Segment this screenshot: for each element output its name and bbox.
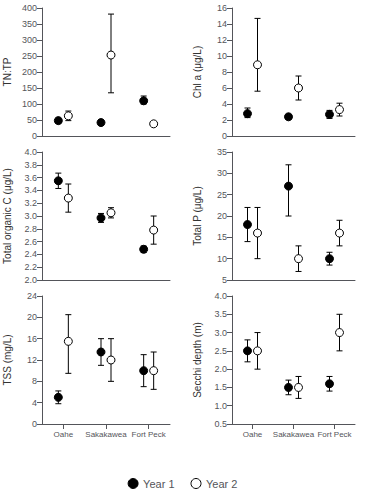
svg-text:2.2: 2.2 bbox=[24, 262, 37, 272]
svg-text:24: 24 bbox=[27, 291, 37, 301]
svg-text:16: 16 bbox=[217, 3, 227, 13]
svg-text:4.0: 4.0 bbox=[214, 291, 227, 301]
svg-text:1.5: 1.5 bbox=[214, 382, 227, 392]
svg-text:300: 300 bbox=[22, 35, 37, 45]
svg-text:Oahe: Oahe bbox=[54, 430, 74, 439]
svg-text:35: 35 bbox=[217, 147, 227, 157]
svg-text:Total P (μg/L): Total P (μg/L) bbox=[192, 186, 203, 246]
svg-text:TN:TP: TN:TP bbox=[2, 57, 13, 86]
svg-text:200: 200 bbox=[22, 67, 37, 77]
svg-text:3.0: 3.0 bbox=[24, 211, 37, 221]
svg-text:Year 1: Year 1 bbox=[143, 478, 174, 490]
svg-text:16: 16 bbox=[27, 334, 37, 344]
svg-text:14: 14 bbox=[217, 19, 227, 29]
svg-text:Secchi depth (m): Secchi depth (m) bbox=[192, 322, 203, 398]
svg-text:8: 8 bbox=[222, 67, 227, 77]
svg-text:400: 400 bbox=[22, 3, 37, 13]
svg-text:20: 20 bbox=[27, 312, 37, 322]
svg-text:0: 0 bbox=[32, 419, 37, 429]
svg-text:2.0: 2.0 bbox=[24, 275, 37, 285]
svg-text:3.2: 3.2 bbox=[24, 198, 37, 208]
svg-text:Fort Peck: Fort Peck bbox=[317, 430, 352, 439]
svg-text:Chl a (μg/L): Chl a (μg/L) bbox=[192, 46, 203, 98]
svg-text:2.0: 2.0 bbox=[214, 364, 227, 374]
svg-text:12: 12 bbox=[217, 35, 227, 45]
svg-text:100: 100 bbox=[22, 99, 37, 109]
svg-text:0: 0 bbox=[222, 131, 227, 141]
svg-text:2: 2 bbox=[222, 115, 227, 125]
svg-text:Year 2: Year 2 bbox=[206, 478, 237, 490]
svg-text:20: 20 bbox=[217, 211, 227, 221]
svg-text:4: 4 bbox=[222, 99, 227, 109]
svg-text:25: 25 bbox=[217, 190, 227, 200]
svg-text:2.8: 2.8 bbox=[24, 224, 37, 234]
svg-text:3.8: 3.8 bbox=[24, 160, 37, 170]
svg-text:1.0: 1.0 bbox=[214, 401, 227, 411]
svg-text:Oahe: Oahe bbox=[243, 430, 263, 439]
svg-text:4.0: 4.0 bbox=[24, 147, 37, 157]
svg-text:Sakakawea: Sakakawea bbox=[85, 430, 127, 439]
svg-text:4: 4 bbox=[32, 398, 37, 408]
svg-text:2.4: 2.4 bbox=[24, 249, 37, 259]
svg-text:5: 5 bbox=[222, 275, 227, 285]
svg-text:10: 10 bbox=[217, 51, 227, 61]
svg-text:30: 30 bbox=[217, 168, 227, 178]
svg-text:350: 350 bbox=[22, 19, 37, 29]
svg-text:2.6: 2.6 bbox=[24, 237, 37, 247]
svg-text:3.5: 3.5 bbox=[214, 309, 227, 319]
svg-text:12: 12 bbox=[27, 355, 37, 365]
svg-text:8: 8 bbox=[32, 376, 37, 386]
svg-text:3.6: 3.6 bbox=[24, 173, 37, 183]
svg-text:TSS (mg/L): TSS (mg/L) bbox=[2, 334, 13, 385]
svg-text:3.0: 3.0 bbox=[214, 328, 227, 338]
svg-text:6: 6 bbox=[222, 83, 227, 93]
svg-text:10: 10 bbox=[217, 254, 227, 264]
svg-text:Total organic C (μg/L): Total organic C (μg/L) bbox=[2, 168, 13, 264]
svg-text:3.4: 3.4 bbox=[24, 185, 37, 195]
svg-text:150: 150 bbox=[22, 83, 37, 93]
svg-text:250: 250 bbox=[22, 51, 37, 61]
svg-text:50: 50 bbox=[27, 115, 37, 125]
svg-text:0: 0 bbox=[32, 131, 37, 141]
svg-text:2.5: 2.5 bbox=[214, 346, 227, 356]
svg-text:Fort Peck: Fort Peck bbox=[132, 430, 167, 439]
svg-text:Sakakawea: Sakakawea bbox=[273, 430, 315, 439]
svg-text:15: 15 bbox=[217, 232, 227, 242]
svg-text:0.5: 0.5 bbox=[214, 419, 227, 429]
